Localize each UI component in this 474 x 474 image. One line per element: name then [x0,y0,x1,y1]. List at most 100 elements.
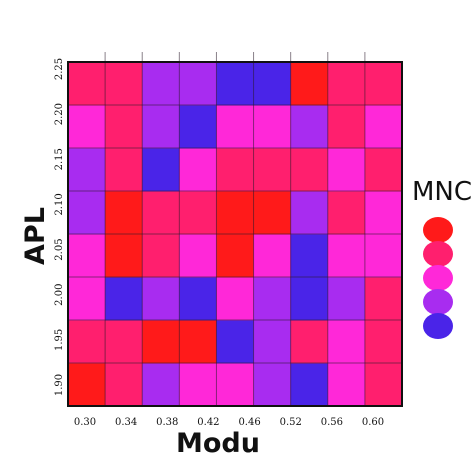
heatmap-cell [327,363,366,407]
heatmap-cell [179,320,217,364]
heatmap-cell [105,62,143,106]
heatmap-cell [105,191,143,235]
heatmap-cell [364,148,403,192]
plot-frame [67,61,403,407]
heatmap-cell [142,62,180,106]
heatmap-cell [253,320,292,364]
x-tick-label: 0.34 [115,417,137,428]
heatmap-cell [327,148,366,192]
heatmap-cell [142,363,180,407]
heatmap-cell [142,320,180,364]
legend-swatch [423,265,453,291]
heatmap-cell [216,62,255,106]
heatmap-cell [290,105,329,149]
heatmap-cell [216,148,255,192]
heatmap-cell [216,191,255,235]
heatmap-cell [327,191,366,235]
legend-swatch [423,313,453,339]
x-axis-title: Modu [176,428,260,459]
heatmap-cells [68,62,403,407]
y-tick-label: 2.15 [54,148,65,170]
heatmap-cell [142,234,180,278]
y-tick-label: 2.10 [54,193,65,215]
y-axis-title: APL [20,207,51,265]
heatmap-cell [179,62,217,106]
heatmap-cell [216,277,255,321]
heatmap-cell [364,320,403,364]
heatmap-cell [142,148,180,192]
heatmap-cell [364,363,403,407]
y-tick-label: 2.20 [54,103,65,125]
heatmap-cell [290,363,329,407]
heatmap-cell [105,363,143,407]
heatmap-cell [253,105,292,149]
heatmap-cell [142,105,180,149]
y-tick-label: 1.90 [54,374,65,396]
x-axis-ticks: 0.30 0.34 0.38 0.42 0.46 0.52 0.56 0.60 [74,417,384,428]
legend-swatch [423,241,453,267]
heatmap-cell [216,234,255,278]
heatmap-cell [327,277,366,321]
heatmap-cell [68,148,106,192]
x-tick-label: 0.38 [156,417,178,428]
heatmap-cell [216,320,255,364]
y-tick-label: 2.25 [54,58,65,80]
heatmap-cell [68,234,106,278]
x-tick-label: 0.52 [280,417,302,428]
heatmap-cell [253,363,292,407]
y-tick-label: 2.05 [54,238,65,260]
heatmap-cell [68,62,106,106]
heatmap-cell [179,191,217,235]
heatmap-cell [327,234,366,278]
heatmap-cell [216,105,255,149]
heatmap-cell [179,234,217,278]
heatmap-cell [68,320,106,364]
heatmap-cell [327,62,366,106]
x-tick-label: 0.56 [321,417,343,428]
x-tick-label: 0.46 [238,417,260,428]
heatmap-cell [68,277,106,321]
heatmap-cell [364,234,403,278]
heatmap-cell [179,105,217,149]
y-tick-label: 1.95 [54,329,65,351]
heatmap-cell [253,191,292,235]
heatmap-cell [364,62,403,106]
grid-lines [68,52,402,406]
heatmap-cell [253,234,292,278]
heatmap-cell [142,277,180,321]
heatmap-cell [290,234,329,278]
legend-swatches [423,217,453,339]
heatmap-cell [105,148,143,192]
heatmap-cell [364,105,403,149]
heatmap-cell [327,105,366,149]
legend-swatch [423,217,453,243]
legend-swatch [423,289,453,315]
heatmap-cell [105,320,143,364]
heatmap-cell [364,277,403,321]
heatmap-cell [105,277,143,321]
y-axis-ticks: 1.90 1.95 2.00 2.05 2.10 2.15 2.20 2.25 [54,58,65,396]
x-tick-label: 0.60 [362,417,384,428]
y-tick-label: 2.00 [54,284,65,306]
heatmap-cell [290,320,329,364]
heatmap-cell [68,191,106,235]
heatmap-cell [68,363,106,407]
heatmap-cell [179,148,217,192]
heatmap-cell [105,105,143,149]
heatmap-cell [216,363,255,407]
heatmap-cell [179,277,217,321]
x-tick-label: 0.30 [74,417,96,428]
heatmap-cell [327,320,366,364]
heatmap-cell [290,62,329,106]
heatmap-cell [290,148,329,192]
heatmap-cell [68,105,106,149]
heatmap-cell [253,277,292,321]
heatmap-cell [364,191,403,235]
heatmap-cell [290,277,329,321]
heatmap-cell [290,191,329,235]
legend-title: MNC [412,177,472,207]
heatmap-cell [142,191,180,235]
heatmap-cell [253,148,292,192]
heatmap-cell [179,363,217,407]
